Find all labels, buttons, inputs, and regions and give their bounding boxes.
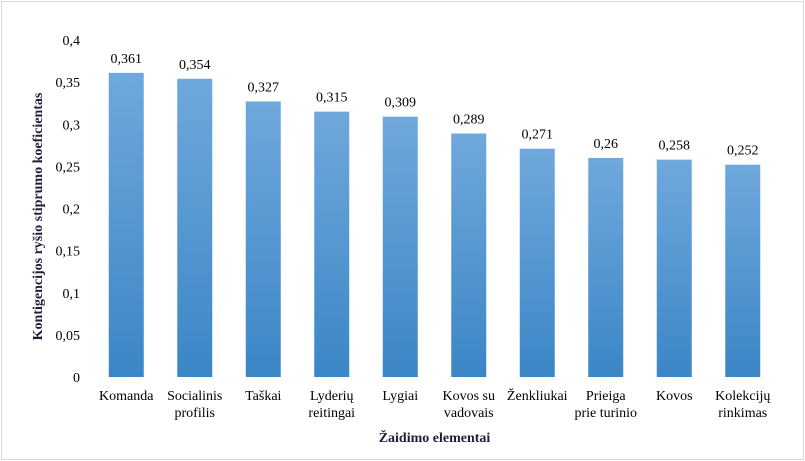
bar xyxy=(245,101,281,377)
data-label: 0,26 xyxy=(594,137,619,152)
data-label: 0,327 xyxy=(248,81,280,96)
data-labels: 0,361 0,354 0,327 0,315 0,309 0,289 0,271 0,26 0… xyxy=(111,52,759,159)
x-tick-label: Kovos su vadovais xyxy=(442,389,495,421)
y-tick-label: 0,15 xyxy=(56,245,81,260)
y-tick-label: 0,3 xyxy=(63,118,81,133)
data-label: 0,315 xyxy=(316,91,348,106)
x-axis-tick-labels: Komanda Socialinis profilis Taškai Lyderių re… xyxy=(99,387,770,421)
x-tick-label: Socialinis profilis xyxy=(167,389,222,421)
bars xyxy=(108,72,761,378)
data-label: 0,258 xyxy=(659,139,691,154)
y-tick-label: 0 xyxy=(73,371,80,386)
y-axis-ticks: 0 0,05 0,1 0,15 0,2 0,25 0,3 0,35 0,4 xyxy=(56,34,81,386)
x-tick-label: Kovos xyxy=(656,389,693,404)
y-axis-title: Kontigencijos ryšio stiprumo koeficienta… xyxy=(31,92,46,340)
x-tick-label: Komanda xyxy=(99,389,154,404)
x-tick-label: Kolekcijų rinkimas xyxy=(715,389,770,421)
x-tick-label: Taškai xyxy=(245,389,281,404)
bar xyxy=(451,133,487,377)
y-tick-label: 0,25 xyxy=(56,160,81,175)
x-tick-label: Lyderių reitingai xyxy=(308,389,355,421)
y-tick-label: 0,1 xyxy=(63,287,81,302)
x-tick-label: Ženkliukai xyxy=(507,387,568,404)
bar xyxy=(314,111,350,378)
x-tick-label: Prieiga prie turinio xyxy=(574,389,637,421)
bar xyxy=(519,148,555,377)
data-label: 0,252 xyxy=(727,144,759,159)
bar xyxy=(656,159,692,377)
data-label: 0,354 xyxy=(179,58,211,73)
data-label: 0,271 xyxy=(522,128,554,143)
x-axis-title: Žaidimo elementai xyxy=(379,429,491,446)
x-tick-label: Lygiai xyxy=(382,389,418,404)
y-tick-label: 0,4 xyxy=(63,34,81,49)
bar xyxy=(108,72,144,378)
y-tick-label: 0,05 xyxy=(56,329,81,344)
data-label: 0,309 xyxy=(385,96,417,111)
bar xyxy=(177,78,213,377)
bar xyxy=(725,164,761,377)
y-tick-label: 0,2 xyxy=(63,203,81,218)
bar xyxy=(382,116,418,377)
bar xyxy=(588,157,624,377)
data-label: 0,361 xyxy=(111,52,143,67)
data-label: 0,289 xyxy=(453,113,485,128)
y-tick-label: 0,35 xyxy=(56,76,81,91)
